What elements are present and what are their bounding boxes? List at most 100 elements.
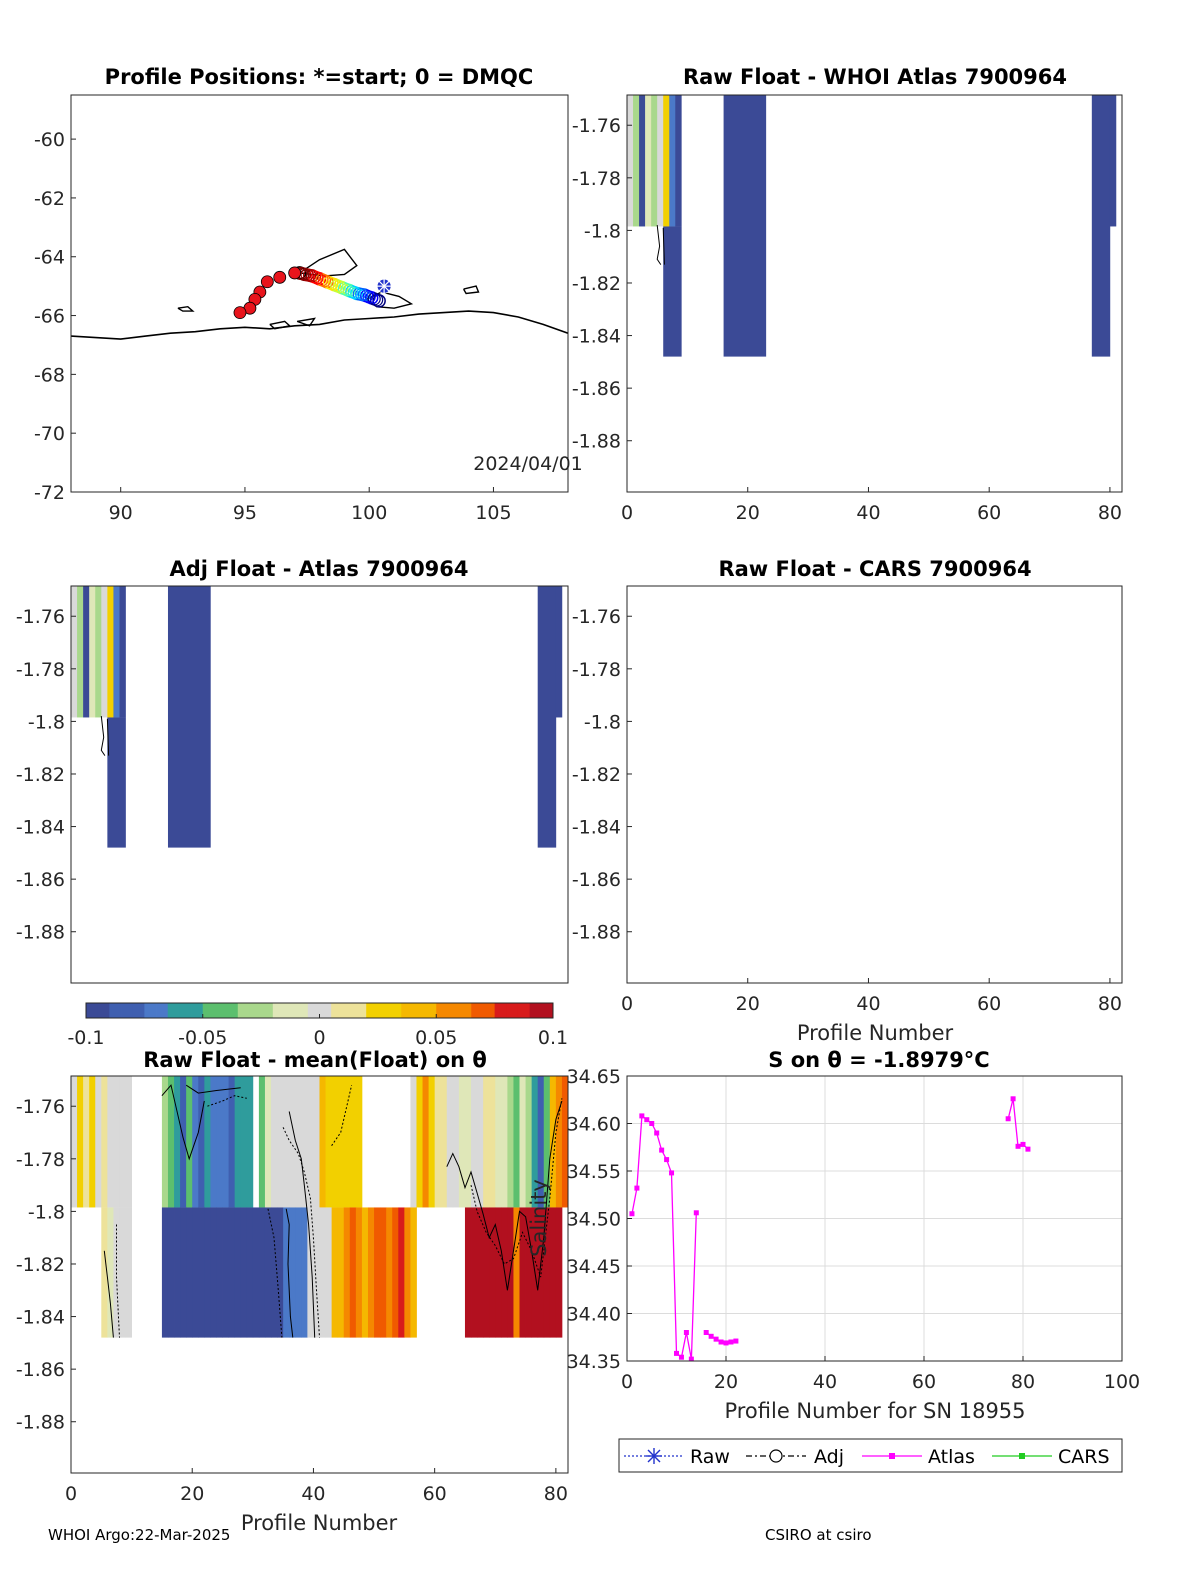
y-tick-label: -1.84 <box>16 817 65 839</box>
adj-atlas-ticks: -1.76 -1.78 -1.8 -1.82 -1.84 -1.86 -1.88 <box>16 606 76 944</box>
raw-cars-xlabel: Profile Number <box>797 1021 954 1045</box>
raw-mean-frame <box>70 1075 569 1474</box>
heatmap-cell <box>543 1207 551 1338</box>
dot-marker-icon <box>1019 1453 1025 1459</box>
heatmap-cell <box>471 1207 478 1338</box>
heatmap-cell <box>101 1207 108 1338</box>
heatmap-cell <box>113 1076 120 1208</box>
heatmap-cell <box>246 1076 254 1208</box>
y-tick-label: -1.78 <box>572 168 621 190</box>
salinity-grid <box>626 1075 1123 1362</box>
heatmap-cell <box>198 1076 205 1208</box>
island-outline <box>462 285 480 295</box>
colorbar-cell <box>494 1003 507 1018</box>
heatmap-cell <box>495 1207 502 1338</box>
heatmap-cell <box>549 1076 557 1208</box>
legend: Raw Adj Atlas CARS <box>618 1438 1123 1473</box>
heatmap-cell <box>83 1076 90 1208</box>
heatmap-cell <box>198 1207 205 1338</box>
x-tick-label: 100 <box>351 502 387 524</box>
atlas-point <box>659 1147 665 1153</box>
x-tick-label: 20 <box>736 993 760 1015</box>
y-tick-label: 34.55 <box>567 1161 621 1183</box>
heatmap-cell <box>519 1207 526 1338</box>
x-tick-label: 20 <box>736 502 760 524</box>
colorbar-cell <box>109 1003 122 1018</box>
atlas-point <box>693 1210 699 1216</box>
heatmap-cell <box>277 1207 284 1338</box>
y-tick-label: -1.86 <box>16 869 65 891</box>
contour-line <box>116 1224 120 1338</box>
dmqc-point <box>233 306 247 320</box>
heatmap-cell <box>167 1207 175 1338</box>
heatmap-cell <box>89 1076 96 1208</box>
colorbar-cell <box>541 1003 554 1018</box>
heatmap-cell <box>204 1207 211 1338</box>
legend-raw-label: Raw <box>690 1446 730 1468</box>
heatmap-cell <box>222 1076 229 1208</box>
y-tick-label: 34.60 <box>567 1114 621 1136</box>
x-tick-label: 40 <box>856 502 880 524</box>
circle-marker-icon <box>769 1449 783 1463</box>
y-tick-label: -1.8 <box>584 711 621 733</box>
raw-whoi-ticks: 0 20 40 60 80 -1.76 -1.78 -1.8 -1.82 -1.84 -1.86 -1… <box>572 115 1122 524</box>
heatmap-cell <box>422 1076 429 1208</box>
heatmap-cell <box>446 1076 454 1208</box>
dmqc-point <box>288 266 302 280</box>
colorbar-cell <box>237 1003 250 1018</box>
colorbar-cell <box>517 1003 531 1018</box>
colorbar-cell <box>412 1003 425 1018</box>
colorbar-cell <box>459 1003 472 1018</box>
heatmap-cell <box>325 1207 333 1338</box>
y-tick-label: 34.50 <box>567 1209 621 1231</box>
legend-cars-label: CARS <box>1058 1446 1110 1468</box>
atlas-point <box>1010 1096 1016 1102</box>
atlas-point <box>674 1350 679 1356</box>
contour-line <box>662 227 665 265</box>
y-tick-label: -1.76 <box>572 115 621 137</box>
heatmap-cell <box>234 1207 242 1338</box>
x-tick-label: 20 <box>180 1483 204 1505</box>
heatmap-cell <box>471 1076 478 1208</box>
heatmap-cell <box>723 95 767 357</box>
salinity-panel: S on θ = -1.8979°C 0 20 40 60 80 100 34.35 34.4… <box>527 1048 1140 1423</box>
heatmap-cell <box>264 1207 272 1338</box>
heatmap-cell <box>119 1207 126 1338</box>
legend-entry-cars: CARS <box>992 1446 1110 1468</box>
colorbar-cell <box>319 1003 332 1018</box>
y-tick-label: -1.82 <box>572 764 621 786</box>
heatmap-cell <box>295 1207 302 1338</box>
heatmap-cell <box>343 1076 351 1208</box>
heatmap-cell <box>107 1076 114 1208</box>
atlas-point <box>723 1340 729 1346</box>
atlas-point <box>644 1117 650 1123</box>
positions-title: Profile Positions: *=start; 0 = DMQC <box>105 65 534 89</box>
colorbar-cell <box>354 1003 367 1018</box>
heatmap-cell <box>107 717 126 848</box>
heatmap-cell <box>301 1076 308 1208</box>
legend-entry-raw: Raw <box>624 1446 730 1468</box>
heatmap-cell <box>495 1076 502 1208</box>
heatmap-cell <box>477 1076 484 1208</box>
heatmap-cell <box>458 1076 466 1208</box>
raw-whoi-frame <box>626 94 1123 493</box>
colorbar-cell <box>342 1003 355 1018</box>
heatmap-cell <box>355 1076 363 1208</box>
contour-line <box>100 716 106 756</box>
colorbar-cell <box>401 1003 414 1018</box>
heatmap-cell <box>95 1076 102 1208</box>
y-tick-label: -1.76 <box>16 606 65 628</box>
heatmap-cell <box>398 1207 405 1338</box>
heatmap-cell <box>343 1207 351 1338</box>
y-tick-label: -66 <box>34 306 65 328</box>
heatmap-cell <box>89 586 96 718</box>
heatmap-cell <box>464 1207 472 1338</box>
atlas-point <box>678 1354 684 1360</box>
y-tick-label: 34.40 <box>567 1304 621 1326</box>
contour-line <box>185 1084 241 1094</box>
x-tick-label: 90 <box>109 502 133 524</box>
colorbar-cell <box>529 1003 542 1018</box>
raw-mean-xlabel: Profile Number <box>241 1511 398 1535</box>
x-tick-label: 100 <box>1104 1371 1140 1393</box>
raw-whoi-panel: Raw Float - WHOI Atlas 7900964 0 20 40 60 80… <box>572 65 1123 524</box>
